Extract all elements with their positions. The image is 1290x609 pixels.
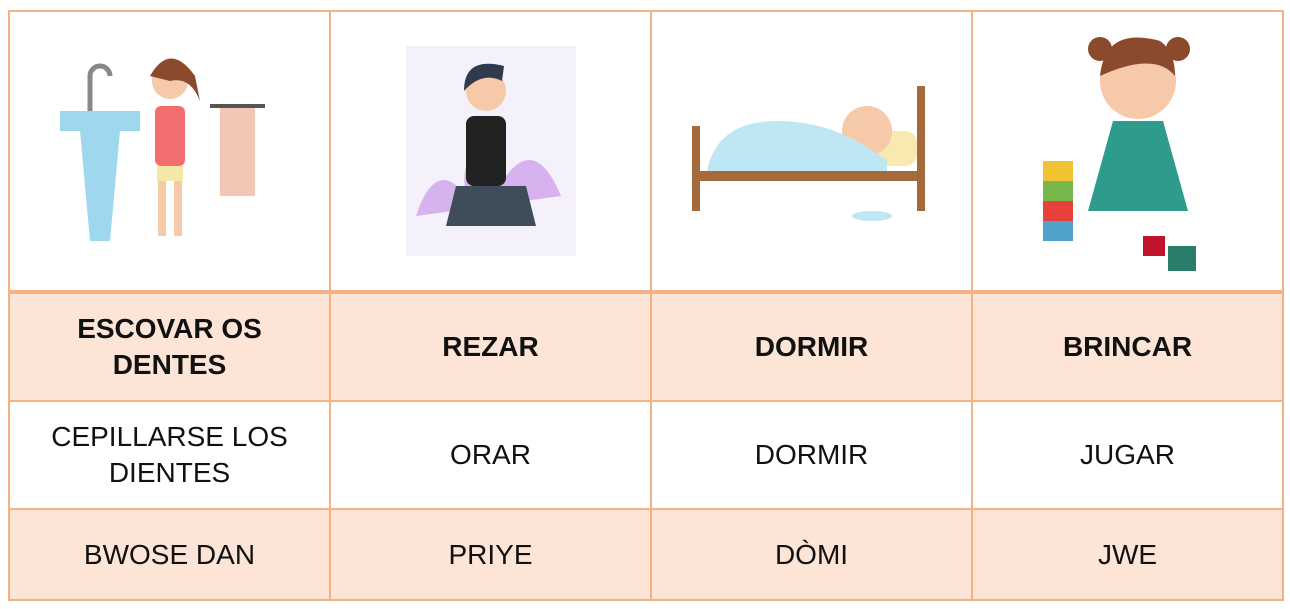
row: CEPILLARSE LOS DIENTES ORAR DORMIR JUGAR xyxy=(8,400,1284,510)
brushing-teeth-illustration xyxy=(59,58,265,241)
cell: ESCOVAR OS DENTES xyxy=(8,291,331,402)
praying-illustration xyxy=(405,46,576,256)
row: ESCOVAR OS DENTES REZAR DORMIR BRINCAR xyxy=(8,291,1284,402)
row: BWOSE DAN PRIYE DÒMI JWE xyxy=(8,508,1284,601)
cell: JWE xyxy=(971,508,1284,601)
image-cell xyxy=(971,10,1284,294)
image-cell xyxy=(8,10,331,294)
cell: DORMIR xyxy=(650,291,973,402)
cell: REZAR xyxy=(329,291,652,402)
cell: CEPILLARSE LOS DIENTES xyxy=(8,400,331,510)
vocabulary-table: ESCOVAR OS DENTES REZAR DORMIR BRINCAR C… xyxy=(8,10,1284,601)
cell: JUGAR xyxy=(971,400,1284,510)
image-cell xyxy=(650,10,973,294)
image-row xyxy=(8,10,1284,294)
playing-illustration xyxy=(1042,37,1196,271)
cell: BWOSE DAN xyxy=(8,508,331,601)
cell: BRINCAR xyxy=(971,291,1284,402)
sleeping-illustration xyxy=(691,86,925,221)
image-cell xyxy=(329,10,652,294)
cell: PRIYE xyxy=(329,508,652,601)
cell: DÒMI xyxy=(650,508,973,601)
cell: DORMIR xyxy=(650,400,973,510)
cell: ORAR xyxy=(329,400,652,510)
